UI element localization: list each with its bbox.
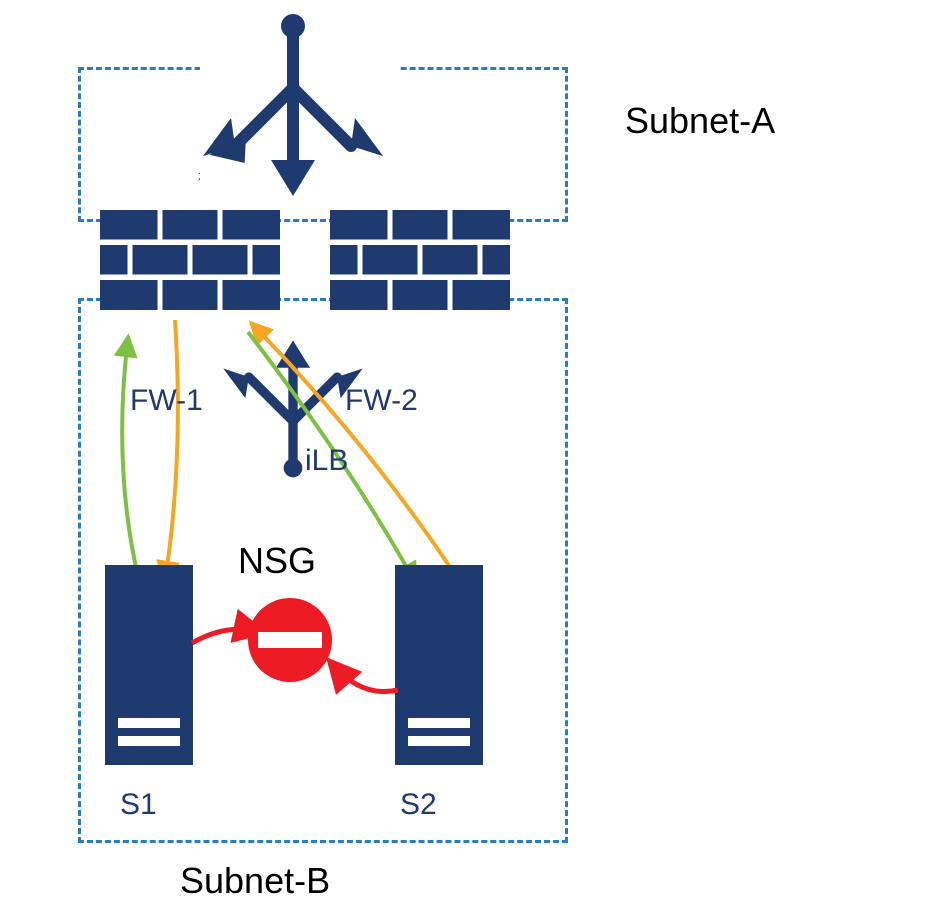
- s1-label: S1: [120, 788, 157, 822]
- subnet-b-label: Subnet-B: [180, 860, 330, 902]
- server-s2-icon: [395, 565, 483, 765]
- blocked-arrow-s2-nsg: [333, 665, 398, 692]
- ilb-label: iLB: [305, 444, 348, 478]
- flow-arrow-s1-fw1: [122, 338, 140, 585]
- subnet-a-label: Subnet-A: [625, 100, 775, 142]
- diagram-svg: [0, 0, 931, 910]
- fw2-label: FW-2: [345, 384, 418, 418]
- nsg-block-icon: [248, 598, 332, 682]
- firewall-1-icon: [100, 210, 280, 310]
- nsg-label: NSG: [238, 540, 316, 582]
- diagram-canvas: Subnet-A Subnet-B FW-1 FW-2 iLB NSG S1 S…: [0, 0, 931, 910]
- flow-arrow-fw1-s1: [165, 320, 178, 580]
- firewall-2-icon: [330, 210, 510, 310]
- server-s1-icon: [105, 565, 193, 765]
- s2-label: S2: [400, 788, 437, 822]
- fw1-label: FW-1: [130, 384, 203, 418]
